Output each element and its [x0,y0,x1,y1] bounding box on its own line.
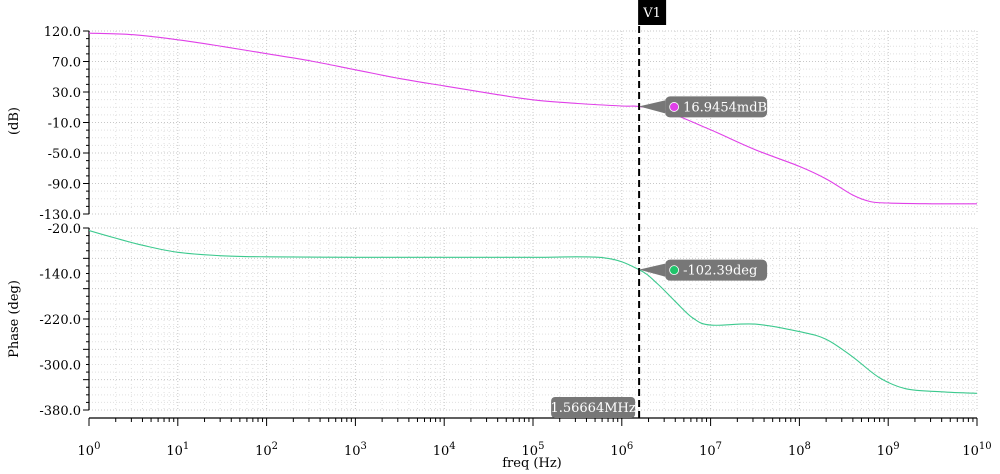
magnitude-y-tick-label: 30.0 [52,86,81,101]
phase-y-tick-label: -20.0 [48,222,81,237]
magnitude-y-tick-label: -90.0 [48,178,81,193]
grid [88,30,978,411]
magnitude-y-tick-label: -50.0 [48,147,81,162]
x-tick-label: 108 [788,441,811,459]
magnitude-marker-box [665,96,768,118]
cursor-x-readout: 1.56664MHz [550,401,635,416]
x-tick-label: 104 [433,441,456,459]
phase-marker-pointer [639,263,666,277]
magnitude-y-tick-label: -10.0 [48,117,81,132]
magnitude-curve [89,32,977,205]
phase-y-tick-label: -380.0 [39,404,81,419]
cursor-x-readout-bg [551,397,636,418]
x-tick-label: 107 [699,441,722,459]
magnitude-y-tick-label: 120.0 [44,25,81,40]
x-axis-title: freq (Hz) [502,456,562,471]
magnitude-marker-label: 16.9454mdB [683,100,767,115]
plot-curves [89,32,977,394]
phase-curve [89,229,977,394]
phase-y-tick-label: -300.0 [39,359,81,374]
cursor-name[interactable]: V1 [642,6,661,21]
axis-frame [83,30,978,426]
phase-marker-dot [669,265,680,276]
x-tick-label: 101 [166,441,189,459]
x-tick-label: 103 [344,441,367,459]
phase-marker-box [665,259,768,281]
cursor-v1[interactable]: V1 1.56664MHz 16.9454mdB -102.39deg [550,0,768,418]
magnitude-axis-title: (dB) [7,107,22,135]
magnitude-marker-dot [669,102,680,112]
magnitude-marker-pointer [639,100,666,114]
x-tick-label: 106 [610,441,633,459]
cursor-flag[interactable] [638,0,667,25]
x-tick-label: 102 [255,441,278,459]
phase-marker-label: -102.39deg [683,264,757,279]
phase-axis-title: Phase (deg) [7,280,22,358]
magnitude-y-tick-label: 70.0 [52,56,81,71]
x-tick-label: 105 [522,441,545,459]
phase-y-tick-label: -220.0 [39,313,81,328]
x-tick-label: 1010 [962,441,991,459]
x-tick-label: 100 [78,441,101,459]
tick-labels: 120.0 70.0 30.0 -10.0 -50.0 -90.0 -130.0-20.0 -… [39,25,991,459]
x-tick-label: 109 [877,441,900,459]
magnitude-y-tick-label: -130.0 [39,208,81,223]
phase-y-tick-label: -140.0 [39,268,81,283]
